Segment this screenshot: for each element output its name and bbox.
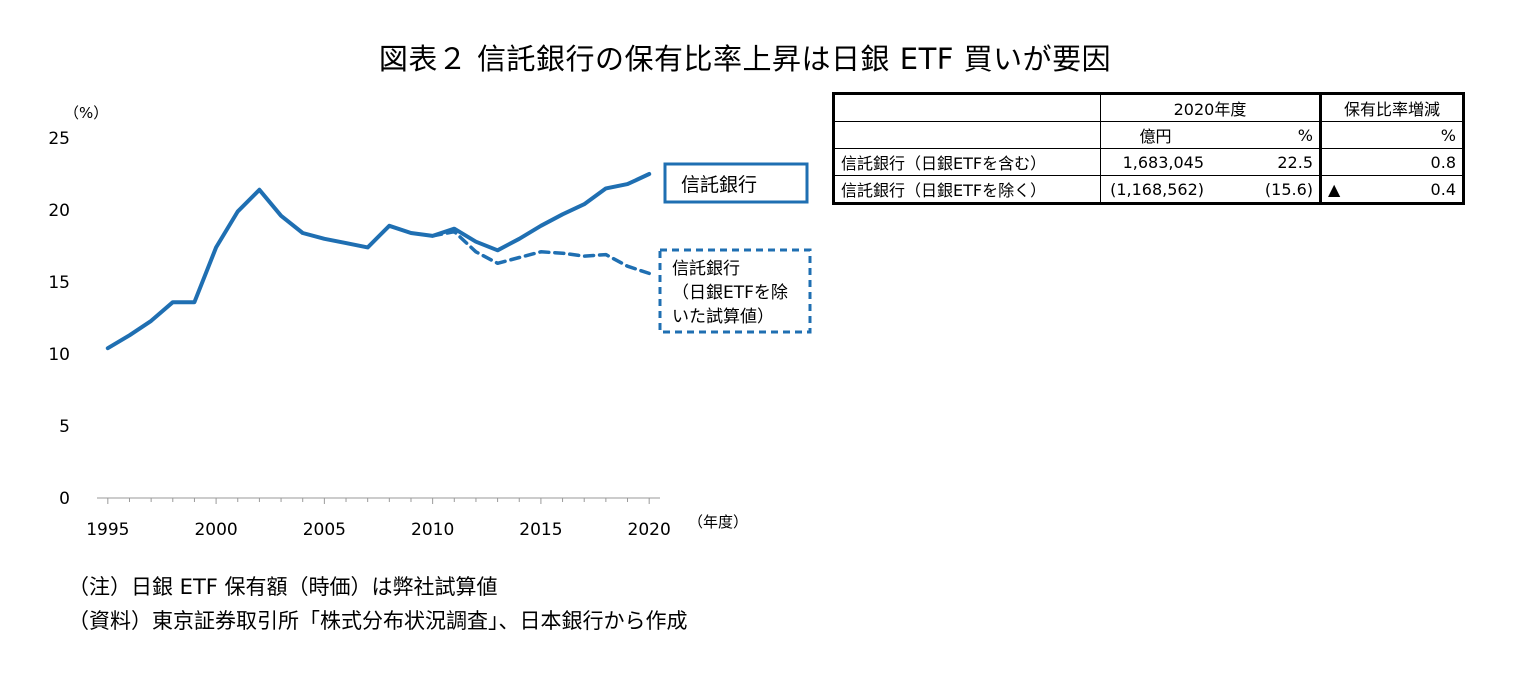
x-tick-label: 1995: [86, 520, 129, 540]
series-line-trust-banks: [105, 172, 652, 351]
notes: （注）日銀 ETF 保有額（時価）は弊社試算値 （資料）東京証券取引所「株式分布…: [68, 570, 688, 638]
y-tick-label: 0: [59, 489, 70, 509]
y-tick-label: 5: [59, 417, 70, 437]
legend-label-line: いた試算値）: [672, 307, 774, 327]
chart-title: 図表２ 信託銀行の保有比率上昇は日銀 ETF 買いが要因: [378, 42, 1112, 76]
x-tick-label: 2015: [519, 520, 562, 540]
table-header-change: 保有比率増減: [1319, 93, 1464, 122]
table-header-row-2: 億円 % %: [833, 121, 1464, 149]
x-tick-label: 2000: [194, 520, 237, 540]
note-1: （注）日銀 ETF 保有額（時価）は弊社試算値: [68, 575, 498, 599]
table-row: 信託銀行（日銀ETFを含む） 1,683,045 22.5 0.8: [833, 148, 1464, 176]
legend-label-line: （日銀ETFを除: [672, 283, 788, 303]
y-tick-label: 15: [48, 273, 70, 293]
legend-box-trust-banks-ex-boj: [658, 248, 812, 334]
y-tick-label: 20: [48, 201, 70, 221]
chart-series: [105, 172, 652, 351]
x-tick-label: 2010: [411, 520, 454, 540]
row-change: 0.4: [1430, 179, 1456, 199]
row-label: 信託銀行（日銀ETFを除く）: [833, 175, 1101, 204]
table-header-pct: %: [1210, 121, 1321, 149]
table-header-year: 2020年度: [1100, 93, 1321, 122]
row-pct: 22.5: [1210, 148, 1321, 176]
chart-axes: 1995 2000 2005 2010 2015 2020 0 5 10 15 20 25 （%） （年度…: [48, 104, 748, 540]
legend-box-trust-banks: [663, 162, 809, 204]
legend-label-line: 信託銀行: [672, 259, 740, 279]
row-label: 信託銀行（日銀ETFを含む）: [833, 148, 1101, 176]
row-change: 0.8: [1430, 152, 1456, 172]
row-pct: (15.6): [1210, 175, 1321, 204]
y-tick-label: 10: [48, 345, 70, 365]
note-2: （資料）東京証券取引所「株式分布状況調査」、日本銀行から作成: [68, 609, 688, 633]
row-change-marker: ▲: [1328, 179, 1341, 199]
y-axis-unit: （%）: [64, 104, 108, 122]
line-chart: 1995 2000 2005 2010 2015 2020 0 5 10 15 20 25 （%） （年度…: [48, 104, 812, 540]
table-header-yen: 億円: [1100, 121, 1210, 149]
legend-label-trust-banks: 信託銀行: [681, 174, 757, 196]
y-tick-label: 25: [48, 129, 70, 149]
x-tick-label: 2020: [628, 520, 671, 540]
row-yen: (1,168,562): [1100, 175, 1210, 204]
table-header-change-pct: %: [1319, 121, 1464, 149]
x-tick-label: 2005: [303, 520, 346, 540]
x-axis-unit: （年度）: [688, 513, 748, 531]
row-yen: 1,683,045: [1100, 148, 1210, 176]
summary-table: 2020年度 保有比率増減 億円 % % 信託銀行（日銀ETFを含む） 1,68…: [832, 92, 1465, 205]
table-header-row-1: 2020年度 保有比率増減: [833, 93, 1464, 122]
table-header-blank: [833, 93, 1101, 122]
table-header-blank-2: [833, 121, 1101, 149]
series-line-trust-banks-ex-boj: [430, 229, 651, 276]
table-row: 信託銀行（日銀ETFを除く） (1,168,562) (15.6) ▲ 0.4: [833, 175, 1464, 204]
